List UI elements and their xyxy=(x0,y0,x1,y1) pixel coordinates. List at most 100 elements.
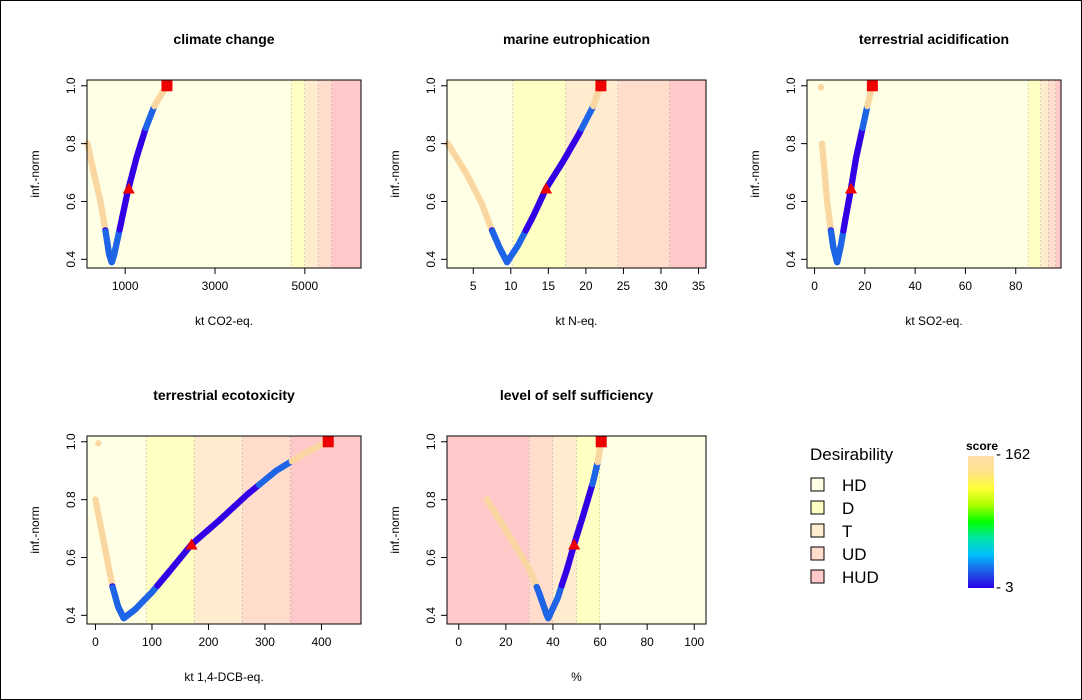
plot-box xyxy=(446,435,707,625)
outlier-point xyxy=(817,84,825,91)
legend-title: Desirability xyxy=(810,445,894,464)
zone-T xyxy=(552,436,577,624)
zone-D xyxy=(1028,80,1041,268)
plot-box xyxy=(86,79,362,269)
legend-swatch xyxy=(810,569,825,584)
x-tick-label: 5 xyxy=(470,279,477,293)
legend-label: HD xyxy=(842,476,867,495)
zone-T xyxy=(194,436,243,624)
legend-swatch xyxy=(810,500,825,515)
panel-title: marine eutrophication xyxy=(503,31,650,47)
y-tick-label: 1.0 xyxy=(784,77,798,94)
panel-title: terrestrial ecotoxicity xyxy=(153,387,295,403)
legend-swatch xyxy=(810,523,825,538)
reference-marker xyxy=(540,182,553,194)
y-tick-label: 0.8 xyxy=(64,491,78,508)
y-axis-label: inf.-norm xyxy=(748,150,762,197)
zone-HD xyxy=(447,80,514,268)
x-tick-label: 100 xyxy=(142,635,162,649)
x-tick-label: 60 xyxy=(593,635,607,649)
colorbar xyxy=(968,456,994,588)
reference-marker xyxy=(568,538,581,550)
x-tick-label: 400 xyxy=(311,635,331,649)
x-tick-label: 200 xyxy=(198,635,218,649)
panel-title: terrestrial acidification xyxy=(859,31,1009,47)
y-tick-label: 0.8 xyxy=(784,135,798,152)
colorbar-title: score xyxy=(966,439,998,453)
x-tick-label: 0 xyxy=(811,279,818,293)
plot-box xyxy=(86,435,362,625)
colorbar-max-label: - 162 xyxy=(996,446,1030,463)
panel-title: level of self sufficiency xyxy=(500,387,653,403)
zone-T xyxy=(1040,80,1049,268)
legend-label: T xyxy=(842,522,852,541)
y-tick-label: 0.6 xyxy=(784,193,798,210)
legend-label: D xyxy=(842,499,854,518)
y-tick-label: 0.6 xyxy=(64,549,78,566)
x-axis-label: kt 1,4-DCB-eq. xyxy=(184,670,263,684)
x-tick-label: 10 xyxy=(504,279,518,293)
plot-box xyxy=(446,79,707,269)
zone-T xyxy=(304,80,319,268)
x-tick-label: 40 xyxy=(908,279,922,293)
y-tick-label: 0.8 xyxy=(424,491,438,508)
optimum-marker xyxy=(161,80,173,92)
zone-HUD xyxy=(447,436,530,624)
x-tick-label: 300 xyxy=(255,635,275,649)
x-axis-label: kt SO2-eq. xyxy=(905,314,962,328)
optimum-marker xyxy=(595,80,607,92)
x-tick-label: 80 xyxy=(640,635,654,649)
zone-HUD xyxy=(1055,80,1061,268)
zone-HUD xyxy=(331,80,361,268)
plot-box xyxy=(806,79,1062,269)
y-tick-label: 1.0 xyxy=(424,77,438,94)
reference-marker xyxy=(845,182,858,194)
x-tick-label: 35 xyxy=(692,279,706,293)
legend-label: UD xyxy=(842,545,867,564)
panel-title: climate change xyxy=(173,31,274,47)
zone-D xyxy=(146,436,195,624)
x-tick-label: 80 xyxy=(1009,279,1023,293)
optimum-marker xyxy=(322,436,334,448)
x-tick-label: 5000 xyxy=(292,279,319,293)
outlier-point xyxy=(95,440,102,447)
y-axis-label: inf.-norm xyxy=(388,506,402,553)
optimum-marker xyxy=(866,80,878,92)
x-tick-label: 3000 xyxy=(202,279,229,293)
y-tick-label: 0.6 xyxy=(424,549,438,566)
x-tick-label: 40 xyxy=(546,635,560,649)
panel-2 xyxy=(441,79,707,274)
y-tick-label: 1.0 xyxy=(64,433,78,450)
x-tick-label: 25 xyxy=(617,279,631,293)
y-axis-label: inf.-norm xyxy=(388,150,402,197)
panel-4 xyxy=(81,435,362,630)
y-tick-label: 0.4 xyxy=(424,251,438,268)
y-tick-label: 0.8 xyxy=(424,135,438,152)
y-tick-label: 0.8 xyxy=(64,135,78,152)
x-axis-label: kt N-eq. xyxy=(555,314,597,328)
x-tick-label: 20 xyxy=(858,279,872,293)
y-axis-label: inf.-norm xyxy=(28,150,42,197)
legend-swatch xyxy=(810,477,825,492)
x-tick-label: 60 xyxy=(959,279,973,293)
y-tick-label: 1.0 xyxy=(424,433,438,450)
y-axis-label: inf.-norm xyxy=(28,506,42,553)
y-tick-label: 0.4 xyxy=(64,607,78,624)
x-tick-label: 15 xyxy=(542,279,556,293)
zone-UD xyxy=(1048,80,1056,268)
zone-UD xyxy=(618,80,670,268)
x-axis-label: % xyxy=(571,670,582,684)
legend-swatch xyxy=(810,546,825,561)
zone-UD xyxy=(318,80,332,268)
x-tick-label: 30 xyxy=(654,279,668,293)
zone-D xyxy=(291,80,305,268)
panel-3 xyxy=(801,79,1062,274)
panel-5 xyxy=(441,435,707,630)
colorbar-min-label: - 3 xyxy=(996,579,1014,596)
x-tick-label: 100 xyxy=(684,635,704,649)
x-tick-label: 20 xyxy=(499,635,513,649)
reference-marker xyxy=(122,182,135,194)
zone-HUD xyxy=(290,436,361,624)
zone-HUD xyxy=(669,80,706,268)
